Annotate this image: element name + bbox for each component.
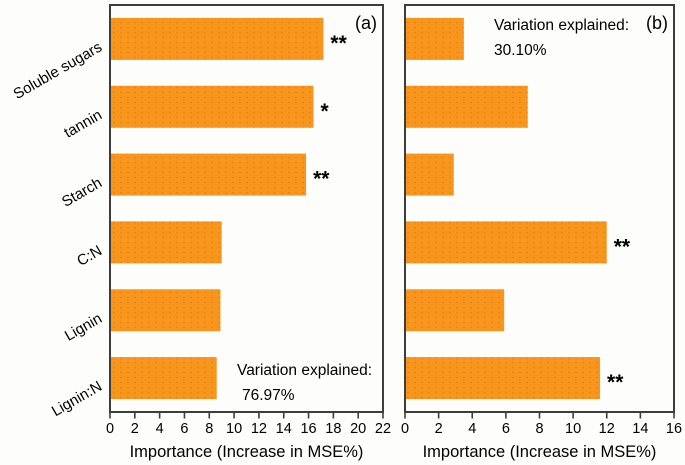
panel-a: *****Soluble sugarstanninStarchC:NLignin…	[11, 4, 391, 461]
annotation-line: 30.10%	[494, 42, 547, 59]
bar-lignin-n	[405, 357, 601, 400]
x-tick-label: 8	[205, 421, 213, 437]
x-tick-label: 22	[375, 421, 391, 437]
x-tick-label: 10	[565, 421, 581, 437]
x-tick-label: 8	[535, 421, 543, 437]
bar-starch	[405, 153, 454, 196]
bar-lignin-n	[110, 357, 217, 400]
bar-soluble-sugars	[110, 17, 324, 60]
annotation-line: 76.97%	[242, 387, 295, 404]
bar-c-n	[405, 221, 607, 264]
x-tick-label: 4	[468, 421, 476, 437]
panel-label: (a)	[355, 13, 377, 33]
panel-label: (b)	[646, 13, 668, 33]
x-tick-label: 6	[180, 421, 188, 437]
x-tick-label: 6	[502, 421, 510, 437]
significance-marker: *	[321, 100, 330, 123]
x-tick-label: 14	[632, 421, 648, 437]
x-tick-label: 20	[350, 421, 366, 437]
x-axis-label: Importance (Increase in MSE%)	[130, 443, 364, 461]
annotation-line: Variation explained:	[237, 362, 372, 379]
x-axis-label: Importance (Increase in MSE%)	[423, 443, 657, 461]
x-tick-label: 12	[251, 421, 267, 437]
bar-lignin	[405, 289, 505, 332]
x-tick-label: 0	[106, 421, 114, 437]
x-tick-label: 2	[435, 421, 443, 437]
bar-tannin	[110, 85, 314, 128]
x-tick-label: 16	[666, 421, 682, 437]
plot-frame	[109, 4, 384, 413]
bar-c-n	[110, 221, 222, 264]
annotation-line: Variation explained:	[494, 17, 629, 34]
panel-b: ** ** 0 2 4 6 8 10 12 14 16 Importance (Increase in…	[401, 4, 682, 461]
plot-frame	[404, 4, 675, 413]
x-tick-label: 4	[156, 421, 164, 437]
significance-marker: **	[313, 168, 330, 191]
bar-tannin	[405, 85, 528, 128]
x-tick-label: 10	[226, 421, 242, 437]
bar-lignin	[110, 289, 221, 332]
x-tick-label: 14	[276, 421, 292, 437]
bar-starch	[110, 153, 307, 196]
x-tick-label: 18	[325, 421, 341, 437]
significance-marker: **	[614, 235, 631, 258]
significance-marker: **	[330, 32, 347, 55]
significance-marker: **	[607, 371, 624, 394]
bar-soluble-sugars	[405, 17, 464, 60]
x-tick-label: 2	[131, 421, 139, 437]
x-tick-label: 0	[401, 421, 409, 437]
x-tick-label: 16	[300, 421, 316, 437]
x-tick-label: 12	[599, 421, 615, 437]
